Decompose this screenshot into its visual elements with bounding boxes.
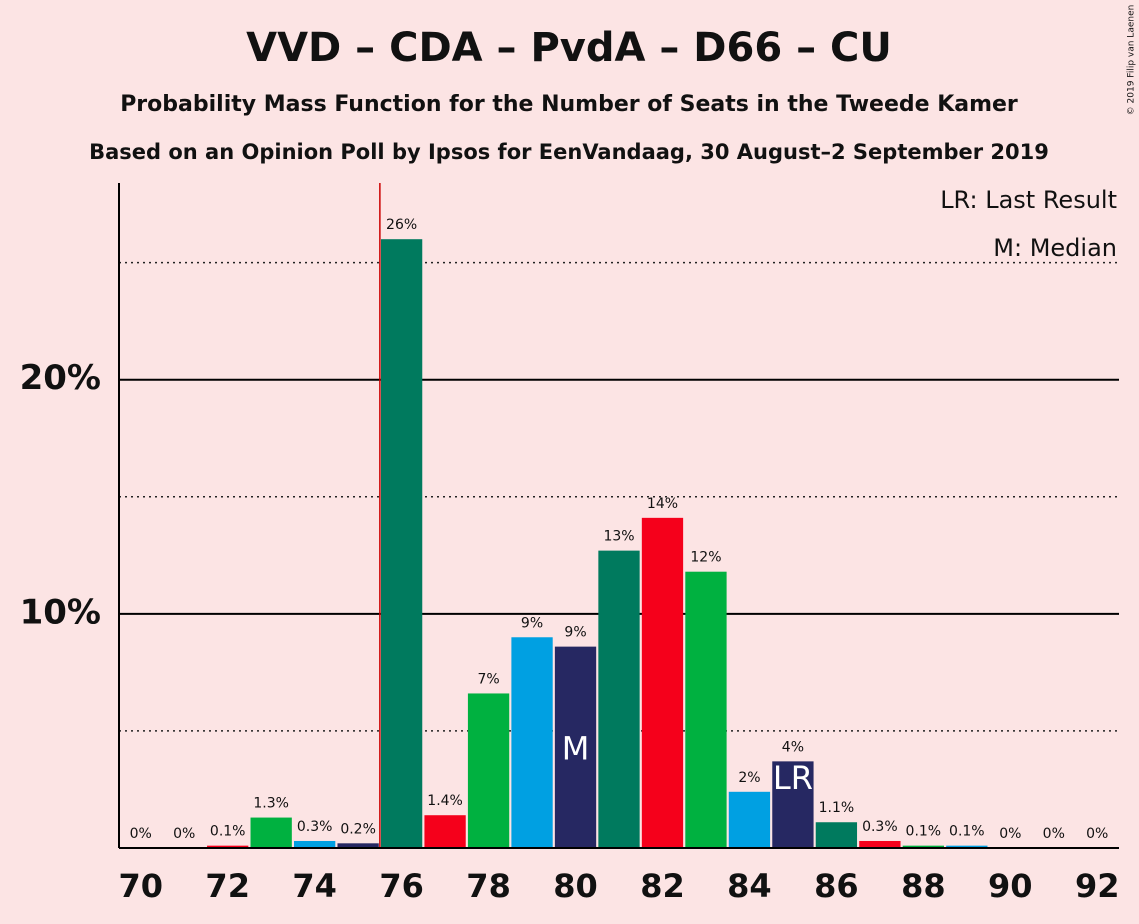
bar [250, 817, 292, 848]
x-tick-label: 70 [118, 867, 163, 905]
x-tick-label: 80 [553, 867, 598, 905]
bar [902, 845, 944, 848]
x-tick-label: 72 [205, 867, 250, 905]
bar [337, 843, 379, 848]
value-label: 0% [130, 826, 152, 842]
bar [424, 815, 466, 848]
x-tick-label: 78 [466, 867, 511, 905]
bar [728, 791, 771, 848]
bar [294, 840, 336, 848]
value-label: 2% [738, 770, 760, 786]
bar [772, 761, 814, 848]
x-tick-label: 90 [988, 867, 1033, 905]
value-label: 0% [1086, 826, 1108, 842]
value-label: 1.1% [819, 800, 855, 816]
value-label: 0.3% [297, 819, 333, 835]
chart-subtitle: Based on an Opinion Poll by Ipsos for Ee… [89, 140, 1049, 164]
value-label: 0.1% [949, 824, 985, 840]
legend-entry: LR: Last Result [940, 186, 1117, 214]
y-tick-label: 10% [20, 592, 101, 632]
x-tick-label: 74 [292, 867, 337, 905]
value-label: 0.3% [862, 819, 898, 835]
x-tick-label: 88 [901, 867, 946, 905]
value-label: 13% [603, 529, 634, 545]
legend-entry: M: Median [993, 234, 1117, 262]
x-tick-label: 84 [727, 867, 772, 905]
bar [380, 239, 423, 848]
chart-subtitle: Probability Mass Function for the Number… [120, 92, 1018, 117]
median-marker: M [562, 730, 590, 768]
value-label: 7% [477, 671, 499, 687]
value-label: 26% [386, 217, 417, 233]
value-label: 9% [564, 625, 586, 641]
bar [467, 693, 510, 848]
y-tick-label: 20% [20, 358, 101, 398]
value-label: 4% [782, 739, 804, 755]
bar [641, 517, 684, 848]
value-label: 1.4% [427, 793, 463, 809]
bar [598, 550, 640, 848]
value-label: 9% [521, 615, 543, 631]
bar [946, 845, 988, 848]
x-tick-label: 76 [379, 867, 424, 905]
value-label: 1.3% [253, 796, 289, 812]
value-label: 0% [999, 826, 1021, 842]
x-tick-label: 86 [814, 867, 859, 905]
last-result-marker: LR [773, 759, 813, 797]
value-label: 0.2% [340, 821, 376, 837]
bar [685, 571, 727, 848]
value-label: 0% [1043, 826, 1065, 842]
bar [815, 822, 858, 848]
x-tick-label: 92 [1075, 867, 1120, 905]
bar [859, 840, 901, 848]
value-label: 0.1% [210, 824, 246, 840]
value-label: 14% [647, 496, 678, 512]
x-tick-label: 82 [640, 867, 685, 905]
bar [511, 637, 553, 848]
value-label: 0% [173, 826, 195, 842]
bar [207, 845, 249, 848]
bar [554, 646, 597, 848]
value-label: 0.1% [906, 824, 942, 840]
copyright: © 2019 Filip van Laenen [1127, 5, 1137, 116]
chart-title: VVD – CDA – PvdA – D66 – CU [246, 25, 892, 71]
value-label: 12% [690, 550, 721, 566]
